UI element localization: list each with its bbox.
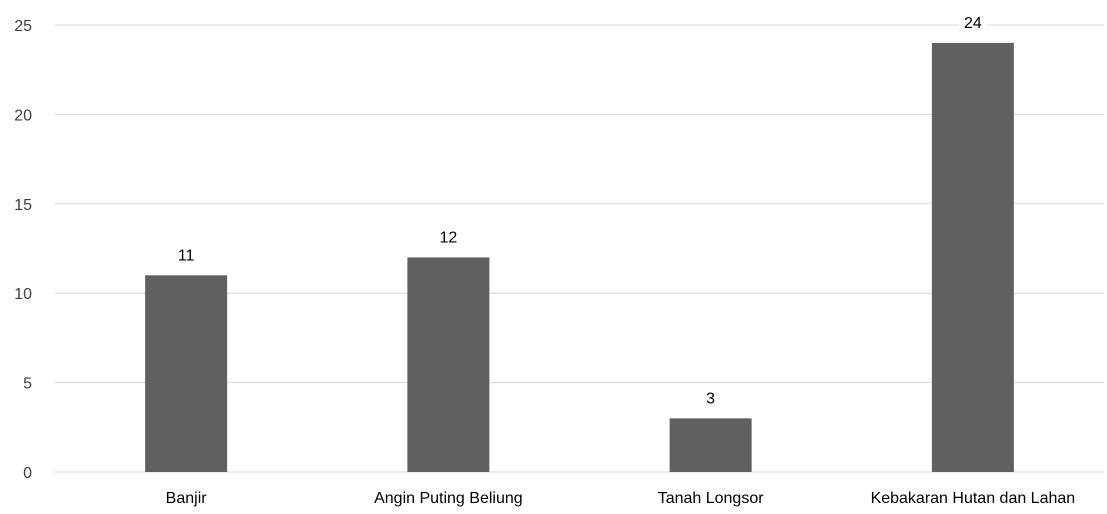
y-tick-label: 0	[23, 465, 32, 482]
data-label-background	[172, 244, 201, 267]
x-category-label: Tanah Longsor	[658, 490, 765, 507]
bars	[145, 42, 1014, 472]
data-label: 11	[178, 247, 195, 264]
data-label-background	[958, 11, 987, 34]
y-tick-label: 15	[14, 197, 32, 214]
y-tick-label: 20	[14, 107, 32, 124]
gridlines	[55, 24, 1104, 473]
y-axis-ticks: 0 5 10 15 20 25	[14, 18, 32, 482]
bar	[407, 257, 490, 472]
y-tick-label: 5	[23, 376, 32, 393]
data-label: 3	[706, 390, 715, 407]
x-category-label: Kebakaran Hutan dan Lahan	[871, 490, 1076, 507]
x-category-label: Banjir	[166, 490, 208, 507]
y-tick-label: 25	[14, 18, 32, 35]
x-axis-categories: Banjir Angin Puting Beliung Tanah Longsor K…	[166, 490, 1076, 507]
bar	[931, 42, 1014, 472]
bar	[145, 275, 228, 472]
data-label: 24	[964, 15, 982, 32]
data-labels: 11 12 3 24	[172, 11, 987, 410]
bar	[669, 418, 752, 472]
data-label: 12	[439, 229, 457, 246]
x-category-label: Angin Puting Beliung	[374, 490, 523, 507]
data-label-background	[434, 226, 463, 249]
y-tick-label: 10	[14, 286, 32, 303]
data-label-background	[696, 387, 725, 410]
